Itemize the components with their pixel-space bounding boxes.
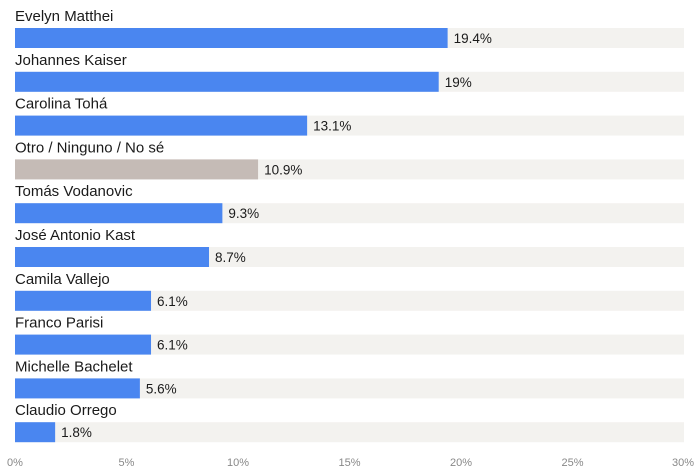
bar-track [15,378,684,399]
bar [15,115,308,136]
x-tick-label: 15% [338,457,360,469]
value-label: 6.1% [157,338,188,353]
category-label: Tomás Vodanovic [15,183,133,200]
value-label: 6.1% [157,294,188,309]
category-label: Carolina Tohá [15,96,108,113]
category-label: Otro / Ninguno / No sé [15,139,164,156]
bar-row: Evelyn Matthei 19.4% [15,8,684,48]
bar-row: José Antonio Kast 8.7% [15,227,684,267]
x-tick-label: 30% [672,457,694,469]
bar [15,28,448,48]
value-label: 19% [445,75,472,90]
bar-row: Carolina Tohá 13.1% [15,96,684,136]
bar-track [15,290,684,311]
bar-row: Johannes Kaiser 19% [15,52,684,92]
x-tick-label: 25% [561,457,583,469]
x-tick-label: 20% [450,457,472,469]
value-label: 9.3% [228,206,259,221]
bar-track [15,334,684,355]
x-tick-label: 10% [227,457,249,469]
category-label: Claudio Orrego [15,402,117,419]
category-label: Camila Vallejo [15,271,110,288]
value-label: 8.7% [215,250,246,265]
value-label: 5.6% [146,381,177,396]
bar [15,422,56,443]
value-label: 1.8% [61,425,92,440]
value-label: 13.1% [313,119,351,134]
bar [15,334,152,355]
bar-row: Claudio Orrego 1.8% [15,402,684,443]
value-label: 19.4% [454,31,492,46]
category-label: Evelyn Matthei [15,8,113,25]
bar [15,203,223,224]
bar-track [15,422,684,443]
category-label: Michelle Bachelet [15,358,133,375]
bar-row: Tomás Vodanovic 9.3% [15,183,684,224]
bar-row: Franco Parisi 6.1% [15,315,684,355]
category-label: José Antonio Kast [15,227,136,244]
bar-row: Otro / Ninguno / No sé 10.9% [15,139,684,180]
bar-row: Michelle Bachelet 5.6% [15,358,684,399]
bar [15,378,140,399]
value-label: 10.9% [264,162,302,177]
category-label: Franco Parisi [15,315,103,332]
bar [15,247,210,267]
bar-row: Camila Vallejo 6.1% [15,271,684,311]
bar [15,290,152,311]
x-tick-label: 5% [119,457,135,469]
bar [15,159,259,180]
x-tick-label: 0% [7,457,23,469]
bar [15,71,439,92]
category-label: Johannes Kaiser [15,52,127,69]
